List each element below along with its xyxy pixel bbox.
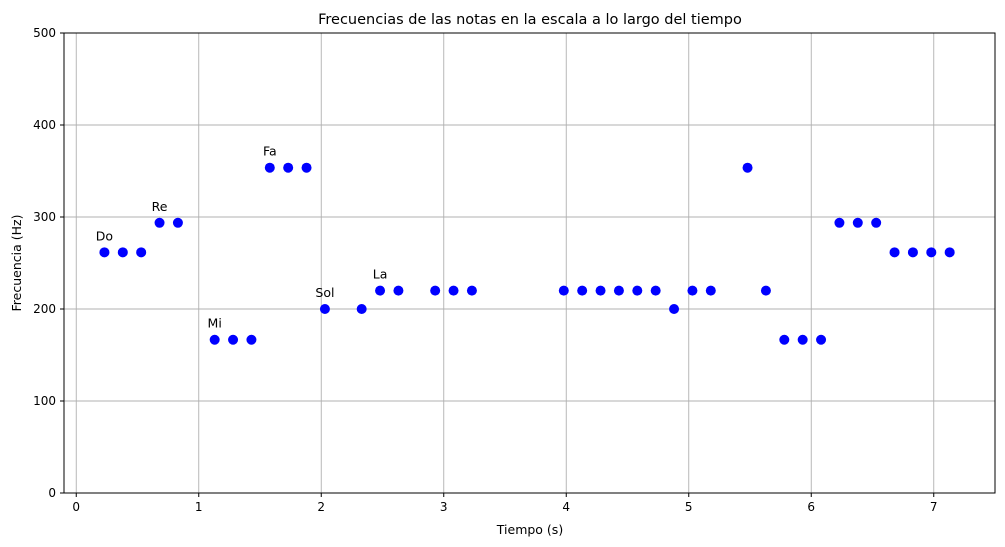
data-point <box>356 304 367 314</box>
data-point <box>669 304 680 314</box>
data-point <box>228 334 239 345</box>
data-point <box>393 285 404 296</box>
data-point <box>283 162 294 173</box>
y-tick-label: 200 <box>33 302 56 316</box>
grid-lines <box>64 32 995 494</box>
data-point <box>375 285 386 296</box>
data-point <box>577 285 588 296</box>
data-point <box>687 285 698 296</box>
data-point <box>558 285 569 296</box>
note-annotations: Do Re Mi Fa Sol La <box>96 144 388 331</box>
chart-title: Frecuencias de las notas en la escala a … <box>318 12 742 28</box>
data-point <box>907 247 918 258</box>
data-point <box>889 247 900 258</box>
data-point <box>319 304 330 314</box>
y-axis-label: Frecuencia (Hz) <box>9 215 24 312</box>
x-tick-label: 7 <box>930 500 938 514</box>
x-tick-label: 5 <box>685 500 693 514</box>
data-point <box>760 285 771 296</box>
data-point <box>209 334 220 345</box>
data-point <box>448 285 459 296</box>
y-tick-label: 0 <box>48 486 56 500</box>
x-tick-label: 0 <box>72 500 80 514</box>
data-point <box>816 334 827 345</box>
plot-frame <box>63 32 996 494</box>
data-points <box>99 162 955 345</box>
x-tick-label: 3 <box>440 500 448 514</box>
note-label: Do <box>96 228 113 243</box>
data-point <box>705 285 716 296</box>
data-point <box>871 217 882 228</box>
data-point <box>99 247 110 258</box>
y-tick-label: 400 <box>33 118 56 132</box>
x-tick-label: 1 <box>195 500 203 514</box>
note-label: Fa <box>263 144 277 159</box>
data-point <box>301 162 312 173</box>
data-point <box>466 285 477 296</box>
note-label: Mi <box>208 316 222 331</box>
data-point <box>430 285 441 296</box>
data-point <box>613 285 624 296</box>
note-label: Sol <box>315 285 334 300</box>
data-point <box>117 247 128 258</box>
x-tick-label: 4 <box>562 500 570 514</box>
data-point <box>264 162 275 173</box>
x-tick-label: 6 <box>807 500 815 514</box>
data-point <box>632 285 643 296</box>
x-tick-label: 2 <box>317 500 325 514</box>
data-point <box>136 247 147 258</box>
y-tick-label: 500 <box>33 26 56 40</box>
data-point <box>650 285 661 296</box>
note-label: La <box>373 267 388 282</box>
data-point <box>926 247 937 258</box>
axis-ticks: 0 1 2 3 4 5 6 7 0 100 200 300 400 500 <box>33 26 937 514</box>
data-point <box>742 162 753 173</box>
data-point <box>852 217 863 228</box>
y-tick-label: 300 <box>33 210 56 224</box>
data-point <box>246 334 257 345</box>
data-point <box>834 217 845 228</box>
data-point <box>779 334 790 345</box>
note-label: Re <box>152 199 168 214</box>
data-point <box>595 285 606 296</box>
y-tick-label: 100 <box>33 394 56 408</box>
x-axis-label: Tiempo (s) <box>496 522 563 537</box>
data-point <box>944 247 955 258</box>
data-point <box>172 217 183 228</box>
data-point <box>154 217 165 228</box>
data-point <box>797 334 808 345</box>
